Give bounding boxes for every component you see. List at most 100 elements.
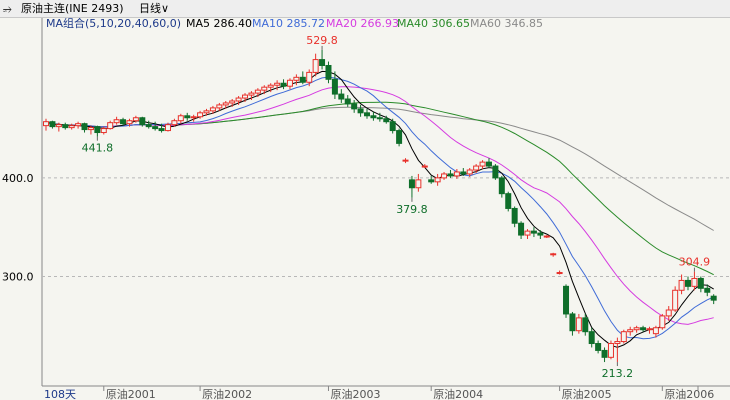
ma-legend[interactable]: MA组合(5,10,20,40,60,0) MA5 286.40 MA10 285.… [46,18,543,30]
price-annotation: 304.9 [679,256,711,269]
candle [203,108,210,116]
candle [473,164,480,173]
price-annotation: 379.8 [396,203,428,216]
candle [640,325,647,332]
candle [466,168,473,177]
title-bar: ⭌ 原油主连(INE 2493) 日线∨ [0,0,730,18]
candle [672,286,679,312]
candle [62,122,69,130]
candle [132,115,139,123]
candle [505,191,512,212]
candle [428,175,435,184]
candle [68,123,75,130]
candle [511,206,518,228]
x-tick-label: 原油2006 [664,387,714,400]
candle [164,122,171,132]
candle [485,158,492,169]
candle [113,116,120,125]
candle [100,126,107,135]
candle [652,325,659,338]
candle [306,69,313,87]
candle [293,74,300,86]
candle [588,327,595,348]
candle [563,284,570,318]
candle [299,71,306,85]
bar-count-label: 108天 [44,388,76,400]
candle [261,85,268,95]
candle [633,325,640,333]
candle [601,347,608,363]
candle [55,122,62,132]
candle [421,164,428,169]
candle [524,229,531,240]
price-annotation: 213.2 [602,367,634,380]
candle [447,170,454,178]
candle [691,271,698,291]
candle [177,113,184,124]
candle [49,120,56,129]
candle [319,49,326,70]
candle [575,313,582,334]
candle [607,340,614,360]
y-tick-label: 300.0 [2,270,34,283]
period-selector[interactable]: 日线∨ [139,0,169,17]
chevron-down-icon: ∨ [161,2,170,15]
chain-link-icon[interactable]: ⭌ [3,2,12,15]
candle [331,71,338,100]
candle [126,118,133,127]
candle [620,329,627,344]
legend-ma60: MA60 346.85 [470,18,543,30]
candle [518,221,525,240]
candle [242,93,249,102]
candle [460,168,467,176]
candle [280,79,287,90]
candle [216,102,223,111]
candle [408,175,415,198]
y-tick-label: 400.0 [2,172,34,185]
grid-layer: 400.0 300.0 [2,172,730,283]
candle [171,118,178,127]
candle [357,104,364,117]
candle [81,122,88,133]
ma40-line [45,101,714,276]
x-tick-label: 原油2004 [433,387,483,400]
candle [646,326,653,334]
candle [710,294,717,305]
annotations: 529.8 441.8 379.8 213.2 304.9 [82,34,711,380]
candle [685,276,691,291]
candle [383,115,390,124]
candle [550,252,557,257]
candle [530,227,537,238]
candle [441,171,448,180]
candle [582,313,589,336]
x-axis: 108天 原油2001 原油2002 原油2003 原油2004 原油2005 原油2006 [44,386,714,400]
candle [338,89,345,103]
candle [351,100,358,113]
ma20-line [45,86,714,325]
candle [370,111,377,121]
candle [87,125,94,135]
candle [43,118,49,131]
candle [389,118,396,134]
legend-ma10: MA10 285.72 [252,18,325,30]
candle [222,100,229,109]
legend-ma5: MA5 286.40 [186,18,252,30]
x-tick-label: 原油2005 [562,387,612,400]
candle [152,121,159,131]
price-annotation: 529.8 [306,34,338,47]
legend-ma40: MA40 306.65 [397,18,470,30]
candle [209,105,216,114]
candle [286,78,293,90]
candle [704,284,711,297]
candle [139,116,146,127]
candle [665,306,672,321]
candle [75,121,82,129]
legend-ma20: MA20 266.93 [326,18,399,30]
candle [402,158,409,164]
candle [556,270,563,275]
x-tick-label: 原油2003 [330,387,380,400]
candle [94,125,101,137]
candle [344,95,351,107]
ma-group-label[interactable]: MA组合(5,10,20,40,60,0) [46,18,181,30]
candle [229,99,236,107]
